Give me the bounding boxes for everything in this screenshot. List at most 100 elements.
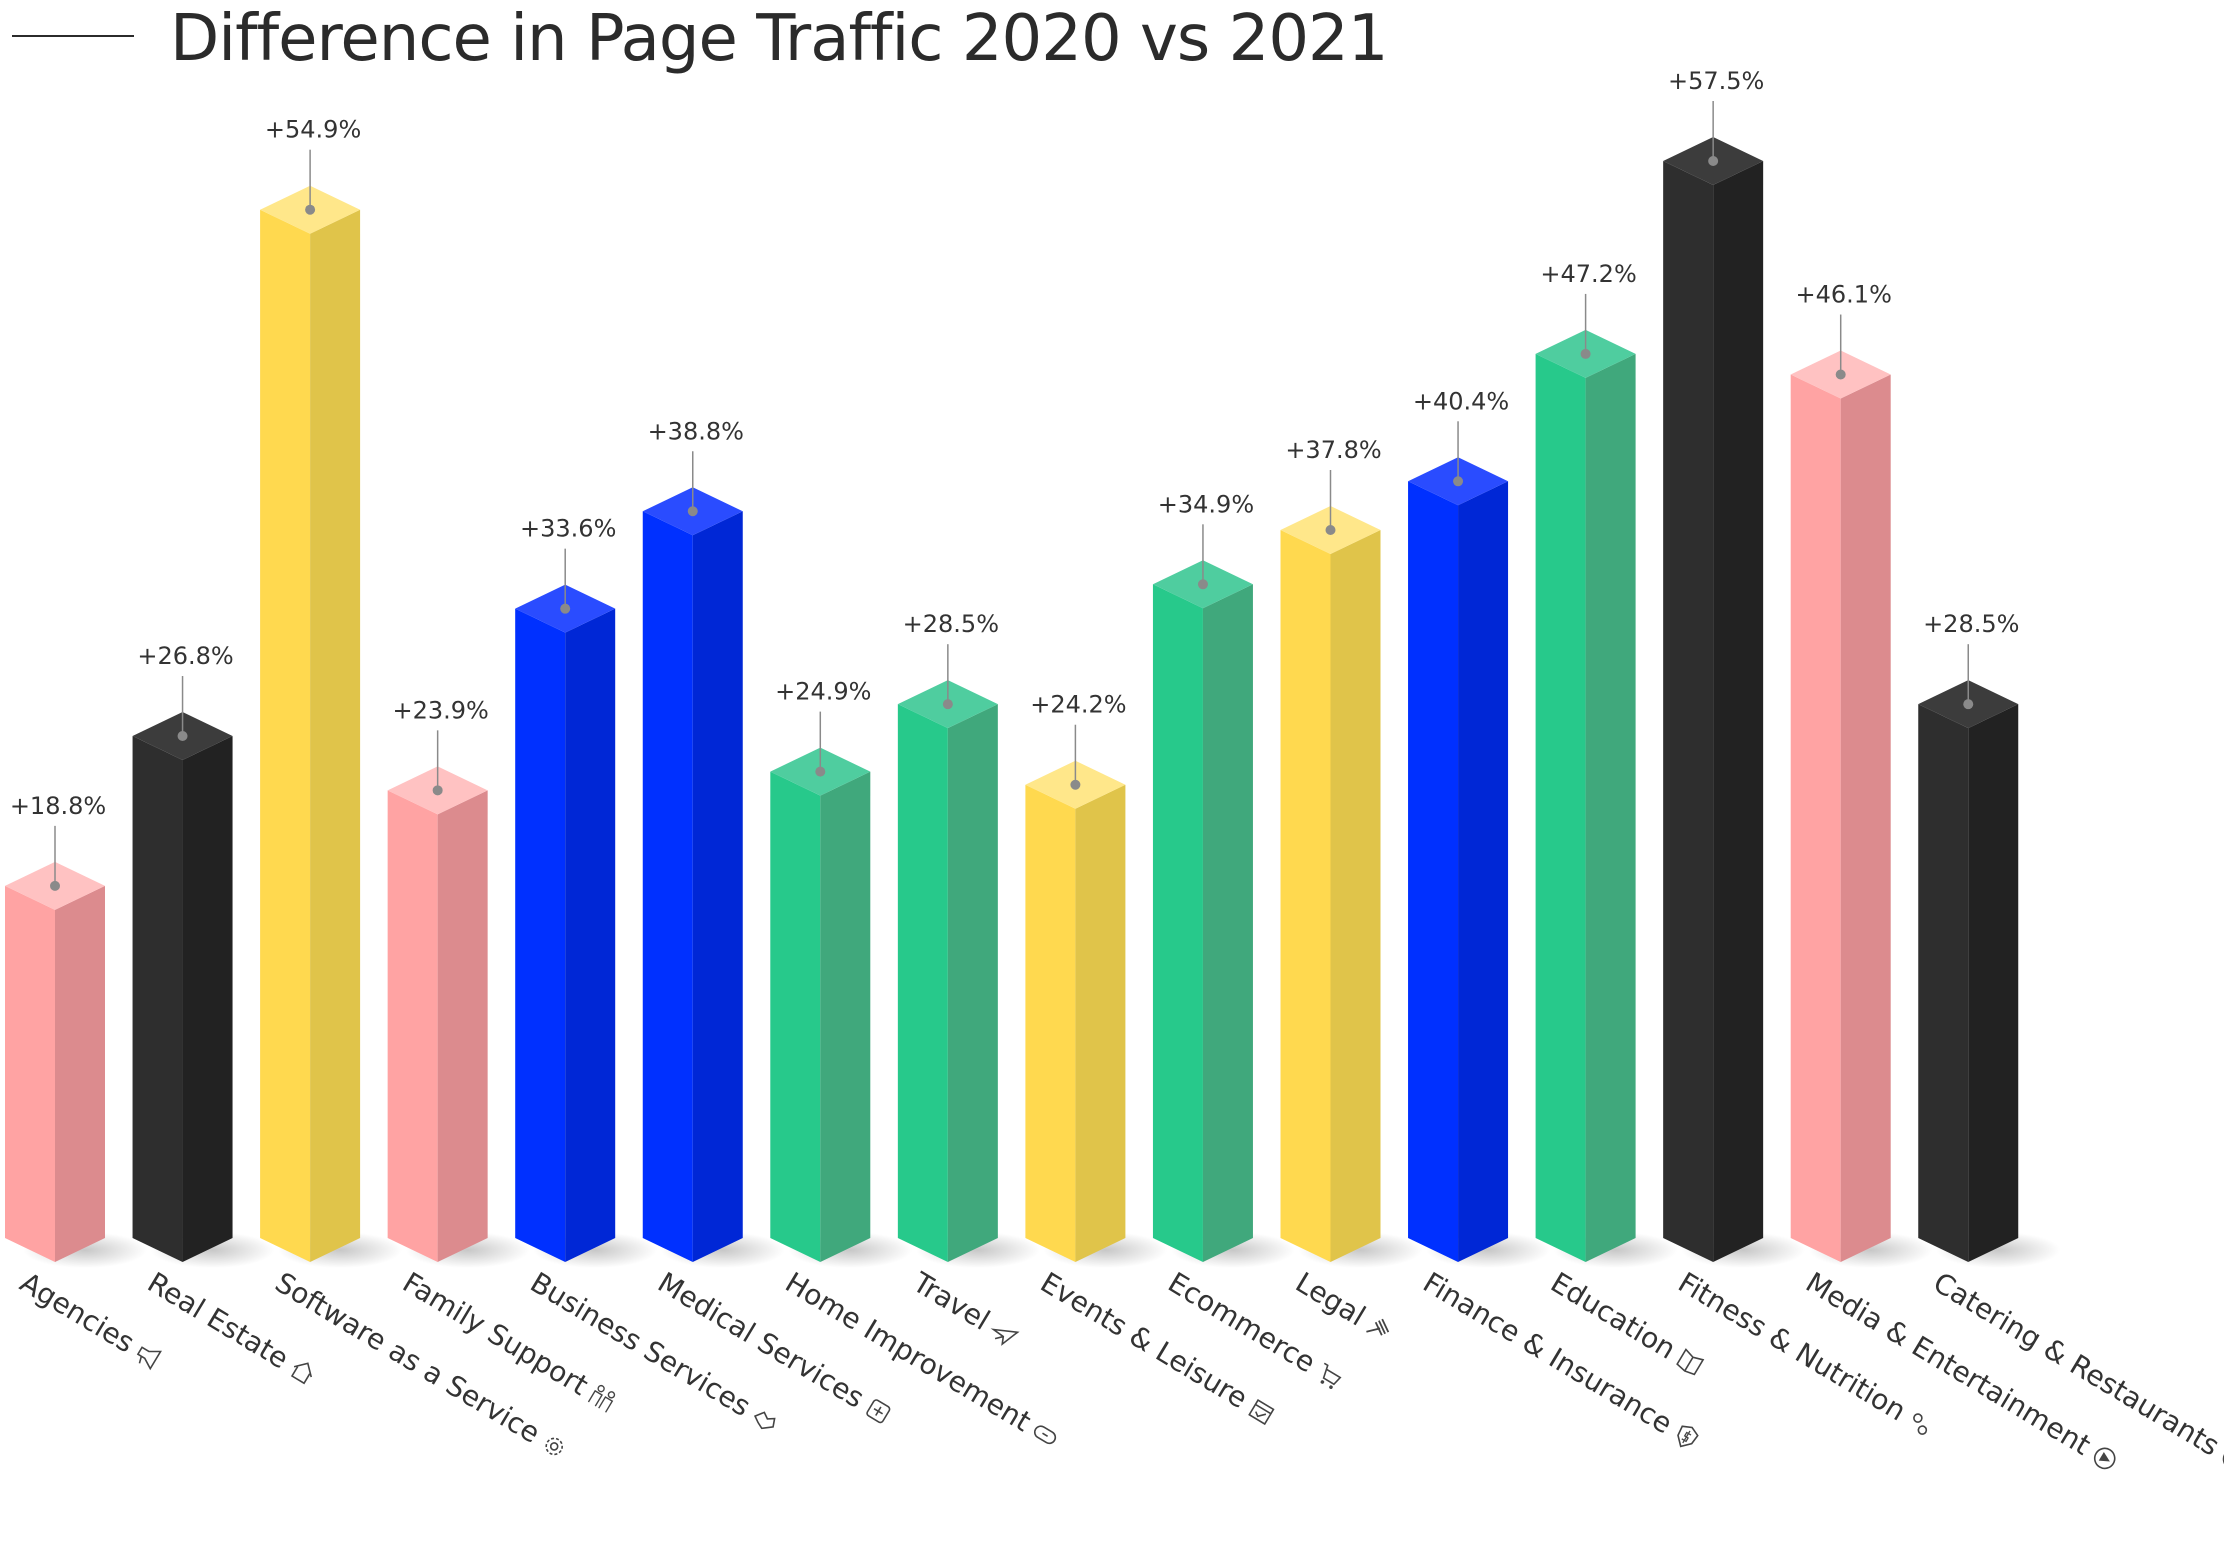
value-label-agencies: +18.8% <box>10 792 106 820</box>
value-dot <box>560 603 571 614</box>
category-text: Medical Services <box>652 1266 870 1415</box>
bar-side-face <box>1585 353 1636 1263</box>
bar-real-estate <box>132 676 233 1262</box>
value-dot <box>432 785 443 796</box>
bar-finance-and-insurance <box>1408 421 1509 1263</box>
bar-ecommerce <box>1152 524 1253 1262</box>
bar-agencies <box>5 825 105 1262</box>
bar-side-face <box>692 511 743 1262</box>
value-label-medical-services: +38.8% <box>648 417 744 445</box>
bar-software-as-a-service <box>260 149 361 1263</box>
bar-side-face <box>310 209 361 1263</box>
value-dot <box>305 204 316 215</box>
value-label-events-and-leisure: +24.2% <box>1030 691 1126 719</box>
bar-events-and-leisure <box>1025 724 1126 1262</box>
value-dot <box>1197 579 1208 590</box>
bar-education <box>1535 293 1636 1263</box>
bar-side-face <box>437 790 488 1262</box>
bar-front-face <box>1918 704 1969 1262</box>
play-icon <box>2093 1447 2116 1470</box>
bar-front-face <box>5 885 55 1262</box>
bandage-icon <box>1033 1425 1057 1445</box>
value-label-catering-and-restaurants: +28.5% <box>1923 610 2019 638</box>
bar-medical-services <box>642 451 743 1262</box>
cookie-icon <box>2222 1448 2224 1470</box>
bar-side-face <box>1840 374 1891 1262</box>
bar-side-face <box>1458 481 1509 1263</box>
value-label-business-services: +33.6% <box>520 515 616 543</box>
value-dot <box>1070 779 1081 790</box>
value-label-travel: +28.5% <box>903 610 999 638</box>
value-dot <box>1453 476 1464 487</box>
bar-front-face <box>770 771 821 1262</box>
value-label-fitness-and-nutrition: +57.5% <box>1668 67 1764 95</box>
value-dot <box>50 880 60 891</box>
bar-front-face <box>1663 161 1714 1262</box>
bar-side-face <box>1075 784 1126 1262</box>
value-dot <box>687 506 698 517</box>
value-label-finance-and-insurance: +40.4% <box>1413 387 1509 415</box>
value-label-legal: +37.8% <box>1285 436 1381 464</box>
bar-side-face <box>1713 161 1764 1262</box>
calendar-check-icon <box>1248 1399 1275 1426</box>
handshake-icon <box>753 1411 776 1430</box>
bar-front-face <box>1408 481 1459 1263</box>
bar-side-face <box>1968 704 2019 1262</box>
value-label-ecommerce: +34.9% <box>1158 490 1254 518</box>
house-icon <box>290 1362 313 1385</box>
category-label-medical-services: Medical Services <box>652 1266 891 1424</box>
bar-side-face <box>947 704 998 1262</box>
bar-front-face <box>387 790 438 1262</box>
value-dot <box>1580 348 1591 359</box>
bar-home-improvement <box>770 711 871 1262</box>
bar-front-face <box>1790 374 1841 1262</box>
bar-business-services <box>515 548 616 1262</box>
value-label-education: +47.2% <box>1540 260 1636 288</box>
value-label-media-and-entertainment: +46.1% <box>1796 281 1892 309</box>
category-text: Fitness & Nutrition <box>1673 1266 1912 1428</box>
value-dot <box>177 731 188 742</box>
category-label-travel: Travel <box>906 1265 1020 1346</box>
bar-family-support <box>387 730 488 1262</box>
medical-icon <box>866 1399 891 1424</box>
bar-front-face <box>642 511 693 1262</box>
airplane-icon <box>990 1328 1020 1346</box>
category-text: Real Estate <box>142 1266 294 1376</box>
value-dot <box>1708 156 1719 166</box>
bar-front-face <box>515 608 566 1262</box>
category-text: Business Services <box>525 1266 757 1423</box>
bar-side-face <box>1330 529 1381 1262</box>
family-icon <box>587 1384 616 1413</box>
bar-catering-and-restaurants <box>1918 644 2019 1262</box>
chart-title: Difference in Page Traffic 2020 vs 2021 <box>170 2 1388 76</box>
bar-side-face <box>55 885 105 1262</box>
category-label-family-support: Family Support <box>397 1266 616 1413</box>
category-label-events-and-leisure: Events & Leisure <box>1035 1266 1275 1426</box>
value-label-software-as-a-service: +54.9% <box>265 116 361 144</box>
gear-icon <box>545 1437 563 1456</box>
category-text: Legal <box>1290 1266 1371 1333</box>
shopping-cart-icon <box>1320 1362 1342 1389</box>
value-dot <box>1325 524 1336 535</box>
bar-side-face <box>565 608 616 1262</box>
value-label-family-support: +23.9% <box>392 696 488 724</box>
bar-front-face <box>1535 353 1586 1263</box>
value-dot <box>1835 369 1846 380</box>
bar-front-face <box>1025 784 1076 1262</box>
category-label-agencies: Agencies <box>14 1266 162 1371</box>
bar-side-face <box>1202 584 1253 1262</box>
shield-dollar-icon <box>1677 1425 1699 1448</box>
title-rule <box>12 35 134 37</box>
bar-fitness-and-nutrition <box>1663 101 1764 1262</box>
bar-front-face <box>132 736 183 1262</box>
bar-front-face <box>897 704 948 1262</box>
megaphone-icon <box>136 1346 162 1371</box>
value-label-real-estate: +26.8% <box>137 642 233 670</box>
bar-media-and-entertainment <box>1790 314 1891 1262</box>
category-text: Travel <box>906 1265 995 1337</box>
bar-side-face <box>820 771 871 1262</box>
bar-legal <box>1280 469 1381 1262</box>
category-label-legal: Legal <box>1290 1266 1390 1336</box>
bar-front-face <box>260 209 311 1263</box>
